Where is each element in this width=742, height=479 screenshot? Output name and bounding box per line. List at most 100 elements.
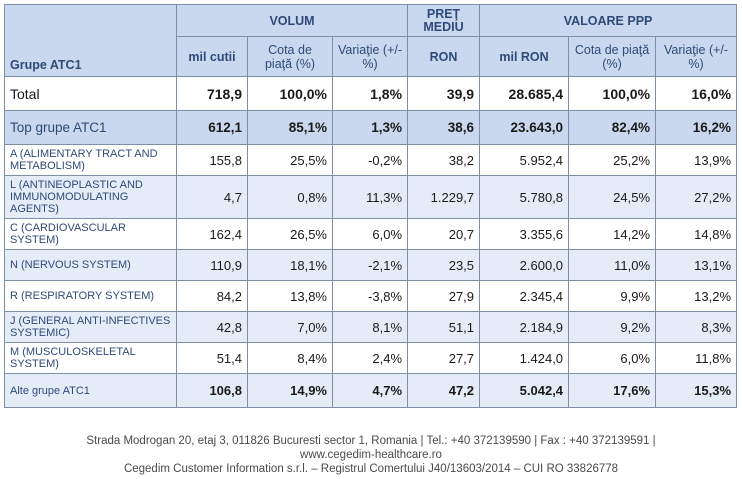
cell-cota-volum: 7,0%: [247, 311, 333, 343]
cell-pret: 38,6: [407, 110, 481, 145]
cell-mil-cutii: 42,8: [176, 311, 248, 343]
table-row: N (NERVOUS SYSTEM) 110,9 18,1% -2,1% 23,…: [4, 249, 738, 281]
cell-mil-cutii: 718,9: [176, 76, 248, 111]
cell-mil-cutii: 4,7: [176, 175, 248, 219]
cell-variatie-volum: -3,8%: [331, 280, 409, 312]
cell-variatie-volum: 1,8%: [331, 76, 409, 111]
cell-cota-valoare: 82,4%: [568, 110, 657, 145]
cell-cota-volum: 13,8%: [247, 280, 333, 312]
cell-variatie-volum: 11,3%: [331, 175, 409, 219]
cell-variatie-volum: -2,1%: [331, 249, 409, 281]
cell-variatie-valoare: 14,8%: [655, 218, 738, 250]
cell-cota-volum: 25,5%: [247, 144, 333, 176]
cell-mil-ron: 28.685,4: [479, 76, 570, 111]
subheader-variatie-volum: Variaţie (+/- %): [331, 36, 409, 77]
cell-mil-cutii: 162,4: [176, 218, 248, 250]
cell-variatie-valoare: 16,2%: [655, 110, 738, 145]
cell-variatie-valoare: 13,1%: [655, 249, 738, 281]
cell-variatie-volum: 6,0%: [331, 218, 409, 250]
subheader-mil-cutii: mil cutii: [176, 36, 248, 77]
cell-mil-cutii: 155,8: [176, 144, 248, 176]
row-label: M (MUSCULOSKELETAL SYSTEM): [4, 342, 177, 374]
cell-cota-valoare: 17,6%: [568, 373, 657, 408]
cell-cota-valoare: 24,5%: [568, 175, 657, 219]
cell-variatie-valoare: 13,2%: [655, 280, 738, 312]
cell-pret: 47,2: [407, 373, 481, 408]
cell-cota-volum: 8,4%: [247, 342, 333, 374]
cell-cota-valoare: 6,0%: [568, 342, 657, 374]
row-label: R (RESPIRATORY SYSTEM): [4, 280, 177, 312]
row-label: Top grupe ATC1: [4, 110, 177, 145]
atc-groups-table: Grupe ATC1 VOLUM PREŢ MEDIU VALOARE PPP …: [4, 4, 738, 408]
cell-variatie-valoare: 11,8%: [655, 342, 738, 374]
row-label: J (GENERAL ANTI-INFECTIVES SYSTEMIC): [4, 311, 177, 343]
table-row: A (ALIMENTARY TRACT AND METABOLISM) 155,…: [4, 144, 738, 176]
cell-cota-valoare: 11,0%: [568, 249, 657, 281]
table-row: L (ANTINEOPLASTIC AND IMMUNOMODULATING A…: [4, 175, 738, 219]
cell-variatie-valoare: 8,3%: [655, 311, 738, 343]
row-label: Alte grupe ATC1: [4, 373, 177, 408]
cell-variatie-valoare: 16,0%: [655, 76, 738, 111]
cell-mil-cutii: 51,4: [176, 342, 248, 374]
cell-variatie-volum: 1,3%: [331, 110, 409, 145]
cell-mil-ron: 2.345,4: [479, 280, 570, 312]
table-row-top: Top grupe ATC1 612,1 85,1% 1,3% 38,6 23.…: [4, 110, 738, 145]
cell-mil-ron: 5.042,4: [479, 373, 570, 408]
row-label: C (CARDIOVASCULAR SYSTEM): [4, 218, 177, 250]
header-valoare-ppp: VALOARE PPP: [479, 4, 738, 37]
cell-variatie-valoare: 27,2%: [655, 175, 738, 219]
table-row: M (MUSCULOSKELETAL SYSTEM) 51,4 8,4% 2,4…: [4, 342, 738, 374]
table-row: C (CARDIOVASCULAR SYSTEM) 162,4 26,5% 6,…: [4, 218, 738, 250]
subheader-ron: RON: [407, 36, 481, 77]
cell-pret: 23,5: [407, 249, 481, 281]
cell-cota-volum: 26,5%: [247, 218, 333, 250]
cell-cota-volum: 14,9%: [247, 373, 333, 408]
cell-variatie-volum: 4,7%: [331, 373, 409, 408]
footer-company-registry: Cegedim Customer Information s.r.l. – Re…: [123, 463, 619, 475]
cell-mil-cutii: 106,8: [176, 373, 248, 408]
row-label: N (NERVOUS SYSTEM): [4, 249, 177, 281]
cell-mil-ron: 2.184,9: [479, 311, 570, 343]
cell-mil-ron: 5.780,8: [479, 175, 570, 219]
row-label: L (ANTINEOPLASTIC AND IMMUNOMODULATING A…: [4, 175, 177, 219]
header-pret-mediu: PREŢ MEDIU: [407, 4, 481, 37]
cell-cota-volum: 85,1%: [247, 110, 333, 145]
cell-pret: 38,2: [407, 144, 481, 176]
cell-cota-valoare: 14,2%: [568, 218, 657, 250]
cell-mil-ron: 3.355,6: [479, 218, 570, 250]
cell-mil-ron: 5.952,4: [479, 144, 570, 176]
cell-cota-valoare: 9,2%: [568, 311, 657, 343]
footer-address: Strada Modrogan 20, etaj 3, 011826 Bucur…: [86, 435, 656, 447]
subheader-cota-valoare: Cota de piaţă (%): [568, 36, 657, 77]
cell-mil-ron: 23.643,0: [479, 110, 570, 145]
table-row: R (RESPIRATORY SYSTEM) 84,2 13,8% -3,8% …: [4, 280, 738, 312]
header-volum: VOLUM: [175, 4, 409, 37]
cell-pret: 39,9: [407, 76, 481, 111]
table-row-total: Total 718,9 100,0% 1,8% 39,9 28.685,4 10…: [4, 76, 738, 111]
cell-cota-volum: 100,0%: [247, 76, 333, 111]
table-row: J (GENERAL ANTI-INFECTIVES SYSTEMIC) 42,…: [4, 311, 738, 343]
footer-website[interactable]: www.cegedim-healthcare.ro: [300, 449, 442, 461]
row-label: Total: [4, 76, 177, 111]
cell-pret: 20,7: [407, 218, 481, 250]
cell-cota-volum: 18,1%: [247, 249, 333, 281]
cell-variatie-valoare: 15,3%: [655, 373, 738, 408]
cell-pret: 27,7: [407, 342, 481, 374]
cell-mil-cutii: 612,1: [176, 110, 248, 145]
cell-variatie-volum: -0,2%: [331, 144, 409, 176]
cell-variatie-valoare: 13,9%: [655, 144, 738, 176]
subheader-mil-ron: mil RON: [479, 36, 570, 77]
cell-cota-valoare: 25,2%: [568, 144, 657, 176]
cell-pret: 1.229,7: [407, 175, 481, 219]
cell-mil-cutii: 110,9: [176, 249, 248, 281]
subheader-variatie-valoare: Variaţie (+/- %): [655, 36, 738, 77]
table-row-alte: Alte grupe ATC1 106,8 14,9% 4,7% 47,2 5.…: [4, 373, 738, 408]
cell-variatie-volum: 2,4%: [331, 342, 409, 374]
subheader-cota-volum: Cota de piaţă (%): [247, 36, 333, 77]
cell-cota-valoare: 100,0%: [568, 76, 657, 111]
cell-mil-ron: 2.600,0: [479, 249, 570, 281]
cell-mil-ron: 1.424,0: [479, 342, 570, 374]
header-group: Grupe ATC1: [4, 4, 177, 77]
cell-pret: 27,9: [407, 280, 481, 312]
cell-cota-volum: 0,8%: [247, 175, 333, 219]
